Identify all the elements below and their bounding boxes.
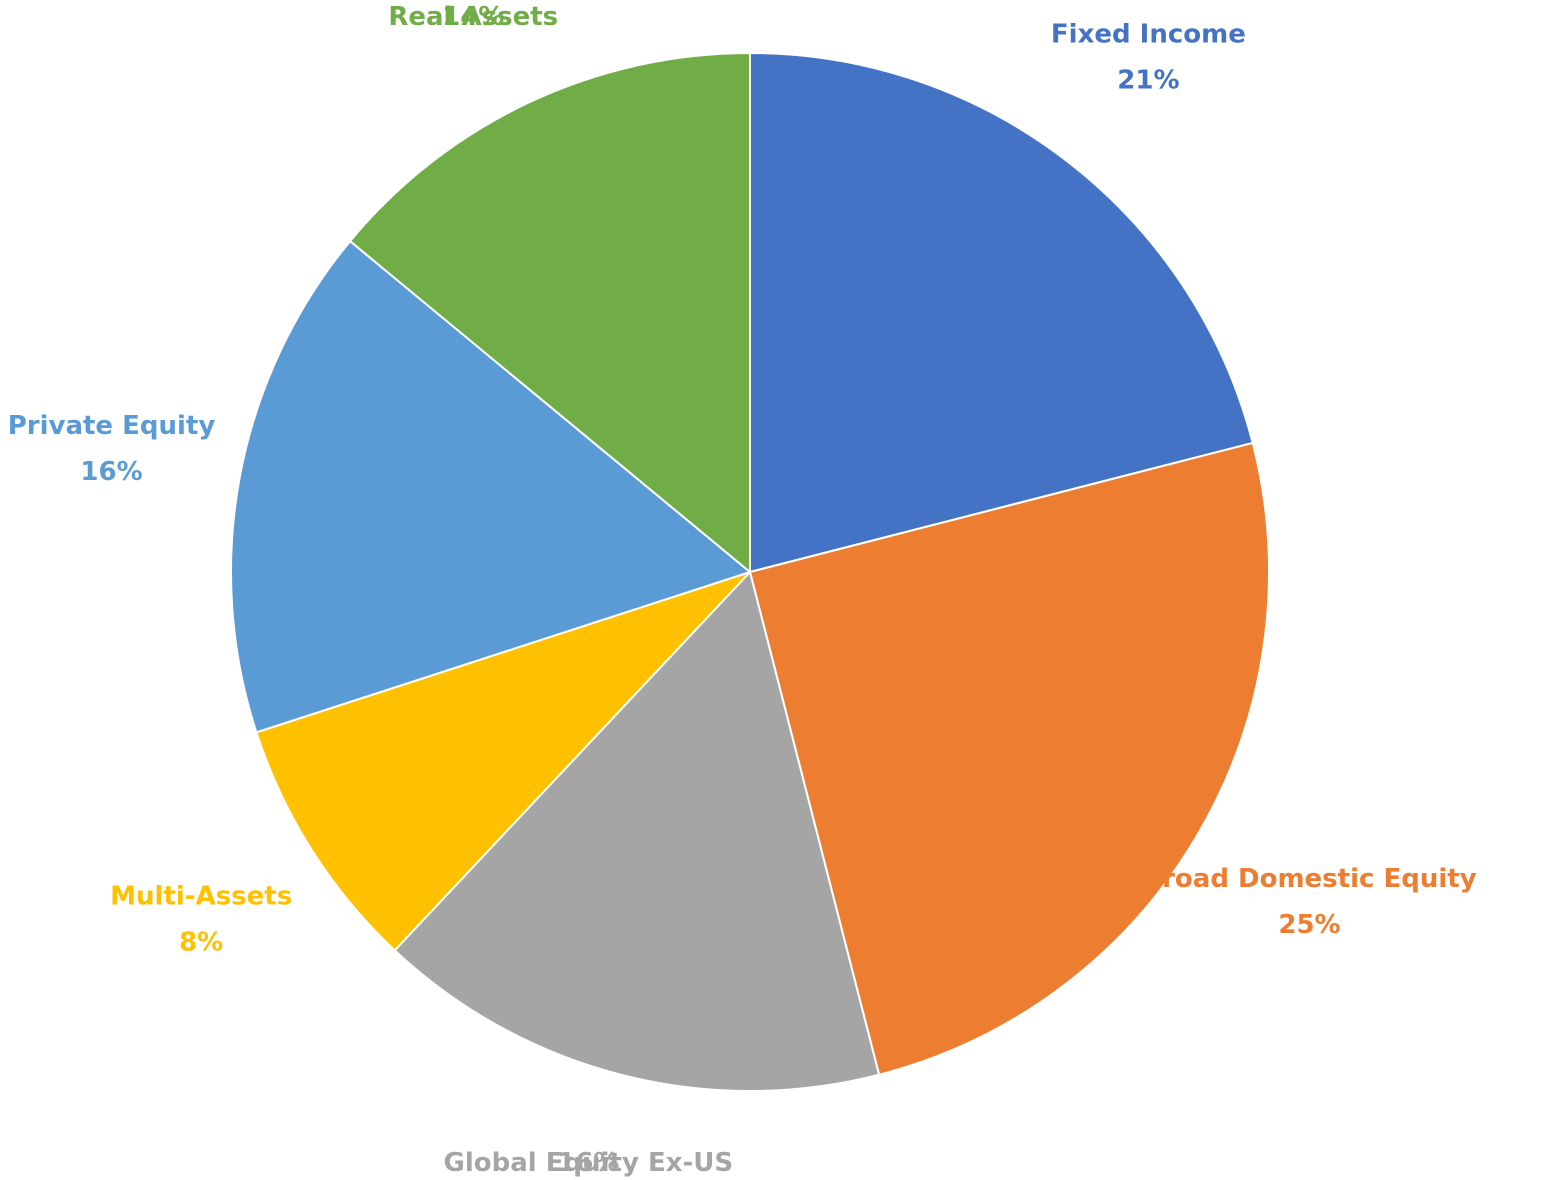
slice-value-label: 25% — [1278, 910, 1340, 940]
slice-label: Real Assets — [388, 2, 558, 32]
pie-slice — [348, 51, 751, 575]
pie-slice — [749, 51, 1254, 574]
pie-slice — [255, 571, 751, 952]
slice-label: Global Equity Ex-US — [444, 1148, 734, 1178]
pie-slice — [393, 569, 881, 1092]
slice-label: Multi-Assets — [110, 881, 292, 911]
slice-value-label: 14% — [442, 2, 504, 32]
slice-value-label: 16% — [557, 1148, 619, 1178]
slice-value-label: 16% — [80, 457, 142, 487]
slice-value-label: 8% — [179, 927, 223, 957]
slice-label: Private Equity — [8, 411, 216, 441]
slice-value-label: 21% — [1117, 65, 1179, 95]
pie-slice — [748, 441, 1270, 1076]
pie-slice — [230, 239, 753, 734]
slice-label: Broad Domestic Equity — [1142, 864, 1476, 894]
slice-label: Fixed Income — [1051, 19, 1246, 49]
